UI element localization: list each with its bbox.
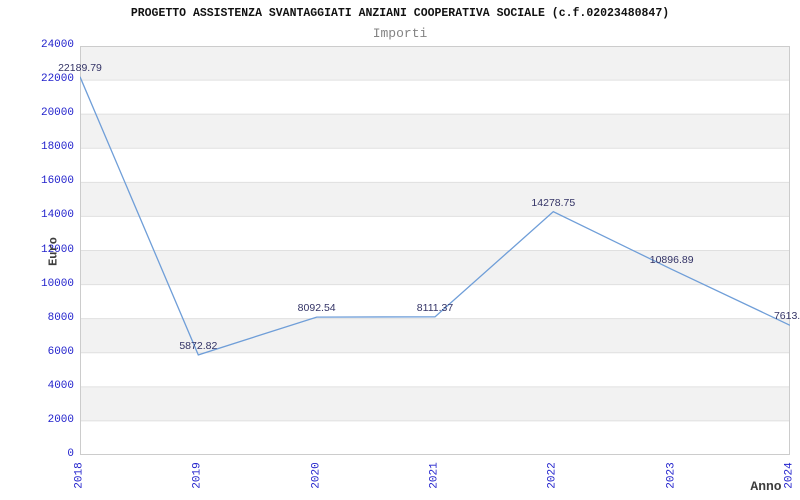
grid-band xyxy=(80,250,790,285)
data-point-label: 7613.0 xyxy=(773,310,800,323)
y-tick-label: 8000 xyxy=(47,311,74,324)
x-tick-label: 2018 xyxy=(73,462,86,489)
grid-band xyxy=(80,386,790,421)
y-tick-label: 2000 xyxy=(47,413,74,426)
y-tick-label: 10000 xyxy=(40,277,74,290)
grid-band xyxy=(80,182,790,217)
x-tick-label: 2019 xyxy=(191,462,204,489)
grid-band xyxy=(80,148,790,183)
grid-band xyxy=(80,318,790,353)
grid-band xyxy=(80,114,790,149)
grid-band xyxy=(80,80,790,115)
y-tick-label: 18000 xyxy=(40,141,74,154)
chart-title: PROGETTO ASSISTENZA SVANTAGGIATI ANZIANI… xyxy=(130,7,670,20)
y-tick-label: 6000 xyxy=(47,345,74,358)
y-tick-label: 12000 xyxy=(40,243,74,256)
chart-line xyxy=(80,76,790,356)
y-tick-label: 20000 xyxy=(40,107,74,120)
chart-subtitle: Importi xyxy=(372,26,428,41)
grid-band xyxy=(80,284,790,319)
data-point-label: 14278.75 xyxy=(531,196,576,209)
y-tick-label: 4000 xyxy=(47,379,74,392)
y-tick-label: 14000 xyxy=(40,209,74,222)
x-axis-title: Anno xyxy=(750,479,782,494)
plot-frame xyxy=(80,46,790,455)
y-tick-label: 16000 xyxy=(40,175,74,188)
grid-band xyxy=(80,46,790,81)
y-tick-label: 24000 xyxy=(40,39,74,51)
data-point-label: 22189.79 xyxy=(58,61,102,74)
x-tick-label: 2020 xyxy=(310,462,323,489)
grid-band xyxy=(80,352,790,387)
grid-band xyxy=(80,420,790,455)
grid-band xyxy=(80,216,790,251)
plot-area xyxy=(80,46,790,455)
y-axis-title: Euro xyxy=(46,237,61,266)
data-point-label: 5872.82 xyxy=(179,339,218,352)
x-tick-label: 2022 xyxy=(546,462,559,489)
data-point-label: 10896.89 xyxy=(649,254,694,267)
x-tick-label: 2021 xyxy=(428,462,441,489)
y-tick-label: 22000 xyxy=(40,73,74,86)
data-point-label: 8092.54 xyxy=(297,302,336,315)
data-point-label: 8111.37 xyxy=(416,301,454,314)
x-tick-label: 2023 xyxy=(665,462,678,489)
y-tick-label: 0 xyxy=(67,448,74,460)
